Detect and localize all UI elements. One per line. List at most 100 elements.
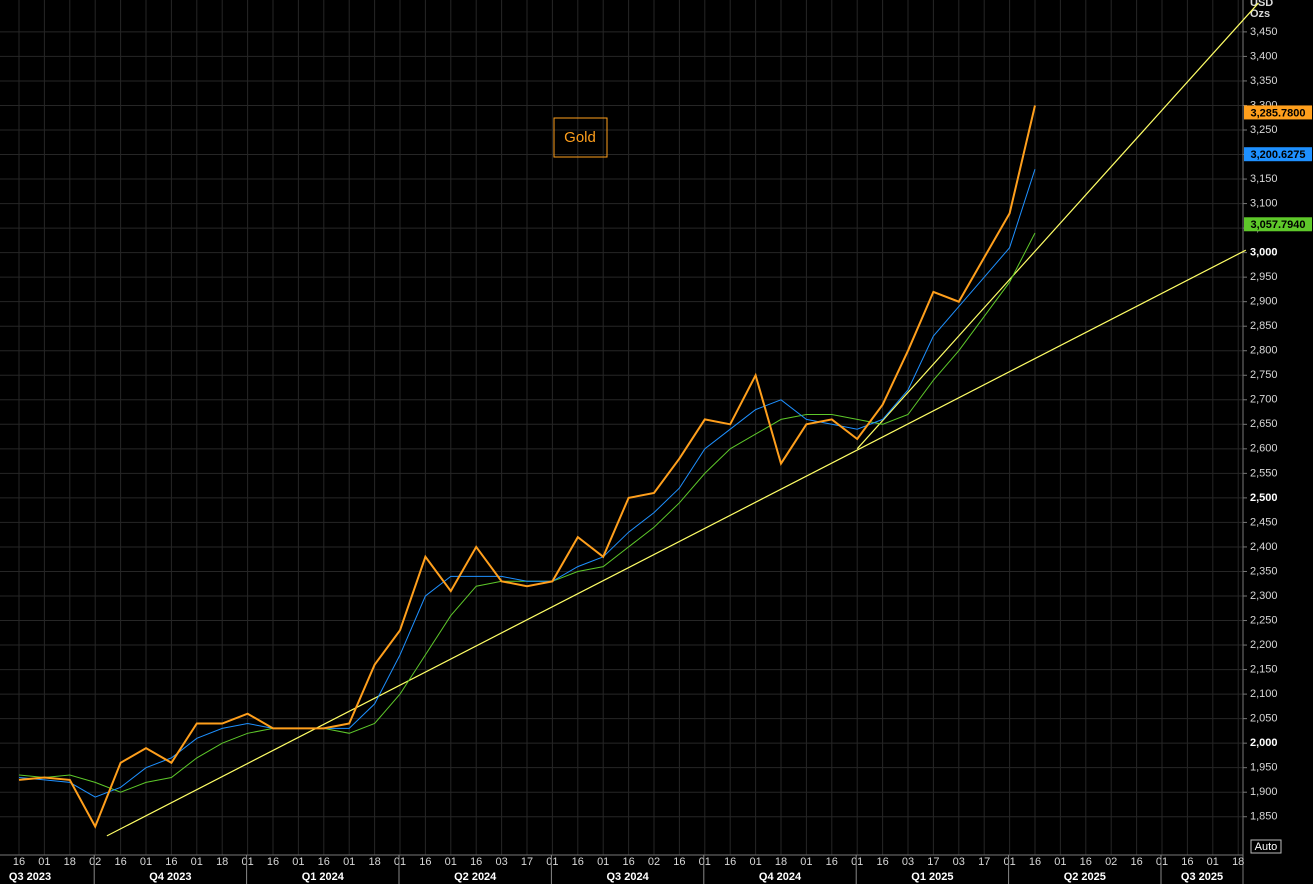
y-tick-label: 2,200 — [1250, 639, 1278, 651]
x-tick-label: 16 — [267, 856, 279, 868]
x-tick-label: 18 — [775, 856, 787, 868]
x-tick-label: 02 — [648, 856, 660, 868]
x-tick-label: 01 — [749, 856, 761, 868]
x-tick-label: 16 — [622, 856, 634, 868]
x-tick-label: 02 — [89, 856, 101, 868]
y-tick-label: 3,250 — [1250, 124, 1278, 136]
last-value-box — [1244, 105, 1312, 120]
quarter-label: Q3 2025 — [1181, 871, 1223, 883]
last-value-box — [1244, 147, 1312, 162]
x-tick-label: 17 — [978, 856, 990, 868]
y-tick-label: 3,000 — [1250, 247, 1278, 259]
x-tick-label: 03 — [953, 856, 965, 868]
y-tick-label: 2,800 — [1250, 345, 1278, 357]
auto-button-box — [1250, 839, 1282, 854]
x-tick-label: 01 — [343, 856, 355, 868]
x-tick-label: 17 — [521, 856, 533, 868]
trendline — [106, 249, 1247, 837]
x-tick-label: 01 — [445, 856, 457, 868]
y-tick-label: 3,400 — [1250, 50, 1278, 62]
y-tick-label: 2,150 — [1250, 663, 1278, 675]
y-tick-label: 2,950 — [1250, 271, 1278, 283]
annotation-box — [553, 117, 608, 158]
y-tick-label: 2,700 — [1250, 394, 1278, 406]
y-tick-label: 3,100 — [1250, 197, 1278, 209]
y-tick-label: 1,950 — [1250, 762, 1278, 774]
y-tick-label: 2,400 — [1250, 541, 1278, 553]
x-tick-label: 03 — [902, 856, 914, 868]
x-tick-label: 16 — [572, 856, 584, 868]
x-tick-label: 01 — [38, 856, 50, 868]
x-tick-label: 01 — [140, 856, 152, 868]
quarter-label: Q4 2024 — [759, 871, 802, 883]
y-tick-label: 2,450 — [1250, 516, 1278, 528]
x-tick-label: 01 — [1156, 856, 1168, 868]
y-tick-label: 2,100 — [1250, 688, 1278, 700]
grid — [0, 0, 1243, 855]
y-tick-label: 2,300 — [1250, 590, 1278, 602]
quarter-label: Q2 2025 — [1064, 871, 1106, 883]
x-tick-label: 01 — [546, 856, 558, 868]
quarter-label: Q1 2025 — [911, 871, 953, 883]
x-tick-label: 03 — [495, 856, 507, 868]
y-tick-label: 2,750 — [1250, 369, 1278, 381]
y-tick-label: 2,250 — [1250, 614, 1278, 626]
y-tick-label: 2,550 — [1250, 467, 1278, 479]
x-tick-label: 01 — [394, 856, 406, 868]
x-tick-label: 01 — [597, 856, 609, 868]
x-tick-label: 16 — [165, 856, 177, 868]
x-tick-label: 16 — [13, 856, 25, 868]
x-tick-label: 18 — [1232, 856, 1244, 868]
x-tick-label: 16 — [876, 856, 888, 868]
unit-label: Ozs — [1250, 8, 1270, 20]
x-tick-label: 02 — [1105, 856, 1117, 868]
currency-label: USD — [1250, 0, 1273, 9]
y-tick-label: 2,050 — [1250, 713, 1278, 725]
auto-button[interactable]: Auto — [1250, 839, 1282, 854]
x-tick-label: 01 — [1207, 856, 1219, 868]
x-tick-label: 01 — [851, 856, 863, 868]
x-tick-label: 18 — [368, 856, 380, 868]
x-tick-label: 16 — [470, 856, 482, 868]
series-line — [18, 105, 1036, 829]
y-tick-label: 3,450 — [1250, 26, 1278, 38]
y-tick-label: 2,500 — [1250, 492, 1278, 504]
last-value-label: 3,057.7940 — [1250, 219, 1305, 231]
x-tick-label: 16 — [673, 856, 685, 868]
quarter-label: Q3 2024 — [606, 871, 649, 883]
y-tick-label: 2,850 — [1250, 320, 1278, 332]
quarter-label: Q1 2024 — [302, 871, 345, 883]
quarter-label: Q3 2023 — [9, 871, 51, 883]
x-tick-label: 01 — [191, 856, 203, 868]
x-tick-label: 16 — [1029, 856, 1041, 868]
last-value-box — [1244, 217, 1312, 232]
annotation: Gold — [564, 129, 596, 146]
auto-button-label: Auto — [1255, 841, 1278, 853]
x-tick-label: 01 — [1003, 856, 1015, 868]
x-tick-label: 18 — [216, 856, 228, 868]
x-tick-label: 16 — [724, 856, 736, 868]
y-tick-label: 2,650 — [1250, 418, 1278, 430]
x-tick-label: 01 — [292, 856, 304, 868]
y-tick-label: 2,900 — [1250, 296, 1278, 308]
x-tick-label: 01 — [1054, 856, 1066, 868]
x-tick-label: 16 — [826, 856, 838, 868]
quarter-label: Q4 2023 — [149, 871, 191, 883]
y-tick-label: 2,350 — [1250, 565, 1278, 577]
last-value-label: 3,285.7800 — [1250, 107, 1305, 119]
x-tick-label: 16 — [114, 856, 126, 868]
y-tick-label: 3,150 — [1250, 173, 1278, 185]
y-tick-label: 3,350 — [1250, 75, 1278, 87]
x-tick-label: 01 — [800, 856, 812, 868]
x-tick-label: 17 — [927, 856, 939, 868]
last-value-label: 3,200.6275 — [1250, 149, 1305, 161]
x-tick-label: 18 — [64, 856, 76, 868]
x-tick-label: 16 — [1130, 856, 1142, 868]
x-tick-label: 01 — [699, 856, 711, 868]
x-tick-label: 01 — [241, 856, 253, 868]
y-tick-label: 2,600 — [1250, 443, 1278, 455]
y-tick-label: 2,000 — [1250, 737, 1278, 749]
x-tick-label: 16 — [318, 856, 330, 868]
